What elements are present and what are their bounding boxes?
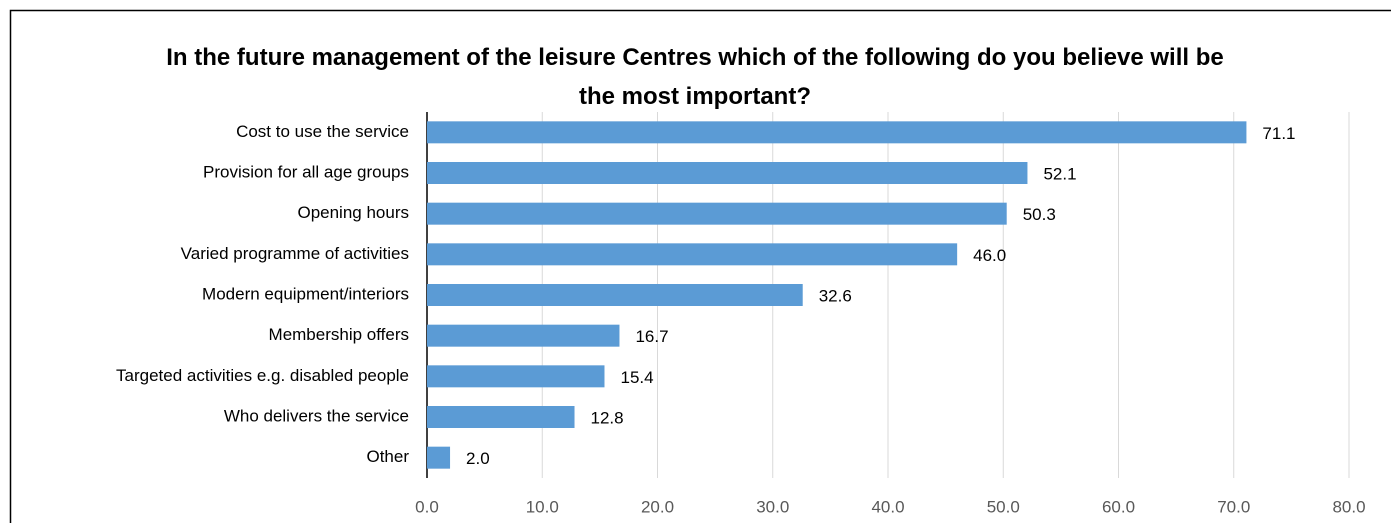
x-tick-label: 30.0 bbox=[756, 497, 789, 516]
bar bbox=[427, 365, 605, 388]
data-label: 71.1 bbox=[1262, 124, 1295, 143]
bar bbox=[427, 121, 1247, 144]
bar bbox=[427, 284, 803, 306]
y-tick-label: Modern equipment/interiors bbox=[202, 284, 409, 303]
x-tick-label: 40.0 bbox=[871, 497, 904, 516]
x-tick-label: 10.0 bbox=[526, 497, 559, 516]
data-label: 32.6 bbox=[819, 286, 852, 305]
bar bbox=[427, 406, 575, 428]
bar bbox=[427, 446, 451, 469]
x-tick-label: 60.0 bbox=[1102, 497, 1135, 516]
x-tick-label: 0.0 bbox=[415, 497, 439, 516]
bar bbox=[427, 202, 1007, 225]
x-tick-label: 50.0 bbox=[987, 497, 1020, 516]
bar bbox=[427, 324, 620, 347]
x-tick-label: 70.0 bbox=[1217, 497, 1250, 516]
y-tick-label: Provision for all age groups bbox=[203, 162, 409, 181]
data-label: 2.0 bbox=[466, 449, 490, 468]
y-tick-label: Who delivers the service bbox=[224, 406, 409, 425]
y-tick-label: Opening hours bbox=[297, 203, 409, 222]
y-tick-label: Cost to use the service bbox=[236, 122, 409, 141]
data-label: 50.3 bbox=[1023, 205, 1056, 224]
y-tick-label: Varied programme of activities bbox=[181, 244, 409, 263]
data-label: 46.0 bbox=[973, 246, 1006, 265]
data-label: 52.1 bbox=[1043, 164, 1076, 183]
data-label: 15.4 bbox=[620, 368, 653, 387]
bar bbox=[427, 162, 1028, 184]
x-tick-label: 20.0 bbox=[641, 497, 674, 516]
y-tick-label: Targeted activities e.g. disabled people bbox=[116, 366, 409, 385]
data-label: 12.8 bbox=[591, 408, 624, 427]
chart-title: In the future management of the leisure … bbox=[166, 44, 1224, 110]
y-tick-label: Membership offers bbox=[269, 325, 409, 344]
y-tick-label: Other bbox=[366, 447, 409, 466]
frame bbox=[9, 9, 1391, 523]
bar bbox=[427, 243, 958, 266]
x-tick-label: 80.0 bbox=[1332, 497, 1365, 516]
data-label: 16.7 bbox=[635, 327, 668, 346]
